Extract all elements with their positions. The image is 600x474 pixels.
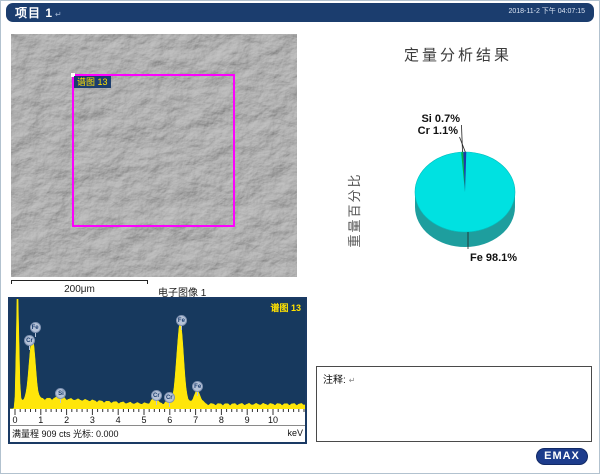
- roi-corner-handle[interactable]: [71, 73, 75, 77]
- scale-bar: [11, 280, 148, 284]
- x-tick-label: 2: [64, 415, 70, 425]
- pie-chart: Si 0.7% Cr 1.1% Fe 98.1%: [398, 108, 558, 268]
- x-axis-labels: 0 1 2 3 4 5 6 7 8 9 10: [10, 415, 305, 425]
- x-tick-label: 1: [38, 415, 44, 425]
- emax-logo: EMAX: [536, 448, 588, 465]
- sem-electron-image: 谱图 13: [11, 34, 297, 277]
- element-marker-fe: Fe: [175, 315, 187, 330]
- pie-label-cr: Cr 1.1%: [418, 125, 459, 137]
- pie-leader-si: [461, 124, 463, 153]
- x-tick-label: 5: [141, 415, 147, 425]
- roi-selection-box[interactable]: 谱图 13: [71, 73, 235, 227]
- pie-leader-cr: [459, 136, 466, 153]
- comment-label: 注释:: [323, 375, 346, 386]
- element-marker-cr: Cr: [150, 389, 162, 405]
- weight-percent-axis-label: 重量百分比: [347, 172, 362, 248]
- element-marker-cr: Cr: [23, 334, 35, 350]
- full-scale-cursor-readout: 满量程 909 cts 光标: 0.000: [12, 428, 119, 439]
- report-timestamp: 2018-11-2 下午 04:07:15: [508, 8, 585, 15]
- results-title: 定量分析结果: [403, 47, 512, 64]
- roi-label: 谱图 13: [74, 76, 111, 88]
- pie-slice-si: [461, 152, 465, 192]
- pie-slice-cr: [463, 152, 467, 192]
- x-axis-ticks: [10, 409, 305, 415]
- x-tick-label: 3: [89, 415, 95, 425]
- comment-input[interactable]: 注释: ↵: [316, 366, 592, 442]
- comment-return-mark: ↵: [348, 376, 356, 385]
- element-marker-fe: Fe: [192, 381, 204, 396]
- pie-chart-svg: Si 0.7% Cr 1.1% Fe 98.1%: [414, 113, 517, 264]
- pie-label-si: Si 0.7%: [421, 113, 460, 125]
- spectrum-status-bar: 满量程 909 cts 光标: 0.000 keV: [10, 425, 305, 440]
- pie-label-fe: Fe 98.1%: [470, 252, 517, 264]
- element-marker-fe: Fe: [29, 321, 41, 337]
- x-axis-unit: keV: [287, 428, 303, 438]
- project-title-text: 项目 1: [15, 6, 54, 20]
- x-tick-label: 0: [12, 415, 18, 425]
- project-title: 项目 1 ↵: [15, 4, 63, 21]
- spectrum-plot-area[interactable]: 谱图 13 Fe Cr Si Cr Cr Fe Fe: [10, 299, 305, 409]
- return-mark: ↵: [55, 10, 63, 19]
- element-marker-si: Si: [55, 387, 67, 403]
- electron-image-caption: 电子图像 1: [158, 288, 207, 299]
- x-tick-label: 8: [218, 415, 224, 425]
- x-tick-label: 10: [267, 415, 279, 425]
- scale-bar-label: 200μm: [64, 284, 95, 295]
- pie-fe-side: [415, 192, 515, 247]
- spectrum-label: 谱图 13: [270, 303, 301, 313]
- x-tick-label: 6: [167, 415, 173, 425]
- spectrum-panel: 谱图 13 Fe Cr Si Cr Cr Fe Fe 0 1 2 3 4 5 6 7 8 9 10 满量程 90…: [8, 297, 307, 444]
- x-tick-label: 9: [244, 415, 250, 425]
- x-tick-label: 4: [115, 415, 121, 425]
- x-tick-label: 7: [193, 415, 199, 425]
- header-bar: 项目 1 ↵ 2018-11-2 下午 04:07:15: [6, 3, 594, 22]
- element-marker-cr: Cr: [163, 392, 175, 407]
